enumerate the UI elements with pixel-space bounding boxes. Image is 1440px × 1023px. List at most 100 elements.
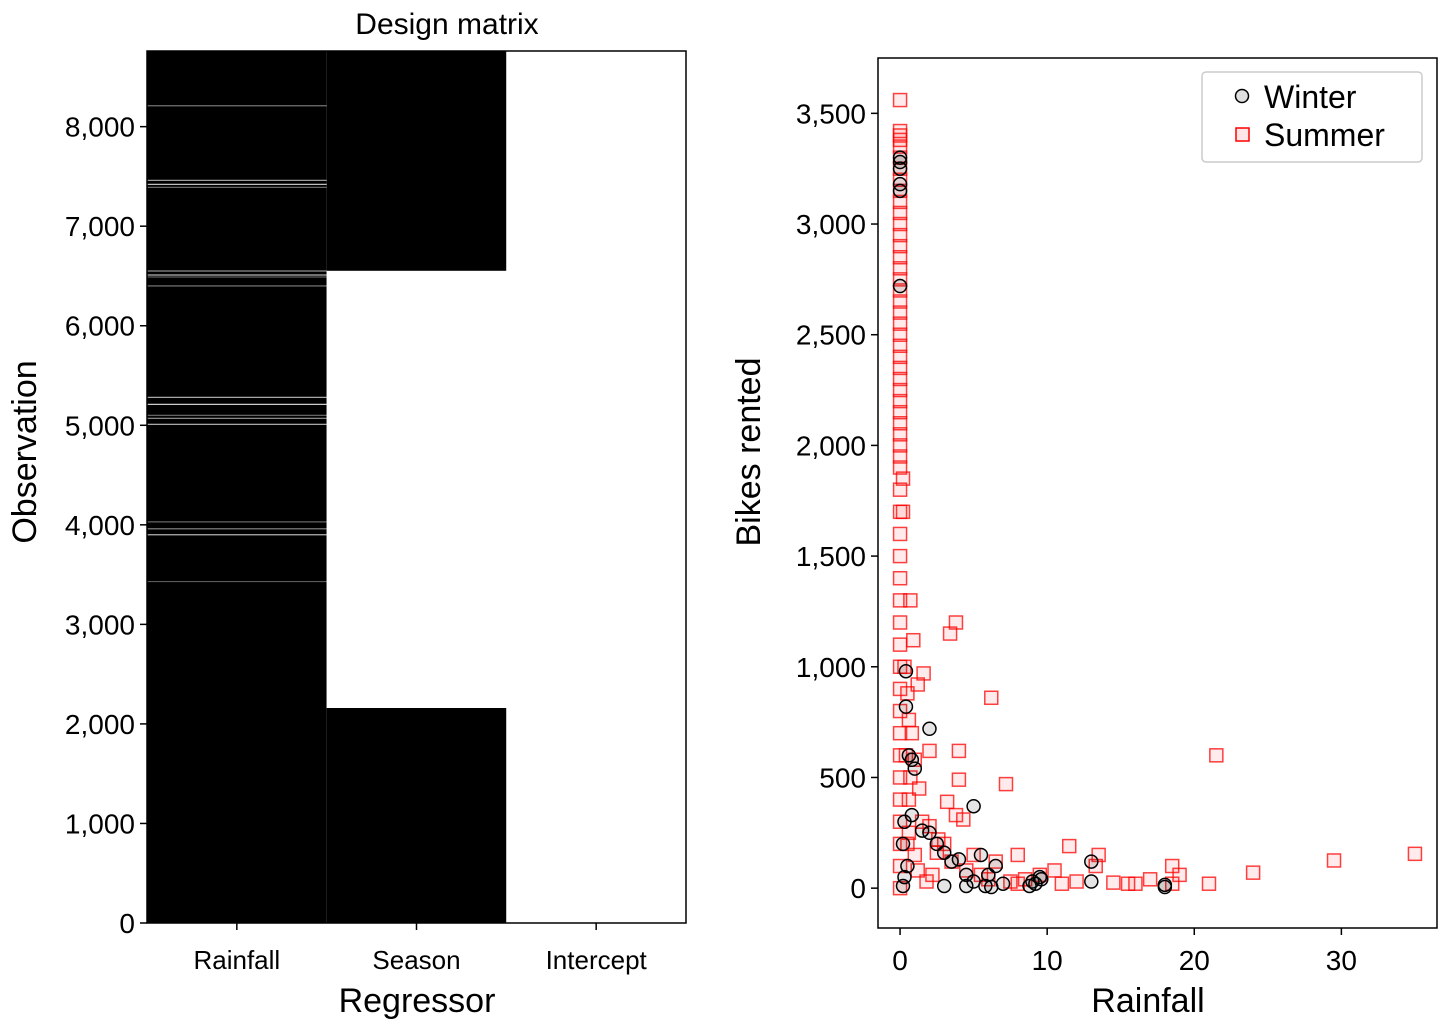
x-tick-label: Season bbox=[372, 945, 460, 975]
y-axis-ticks: 0 1,000 2,000 3,000 4,000 5,000 6,000 7,000 8,00… bbox=[65, 112, 147, 939]
scatter-point-winter bbox=[898, 663, 914, 679]
y-tick-label: 2,000 bbox=[65, 709, 135, 740]
scatter-point-summer bbox=[892, 382, 908, 398]
scatter-point-winter bbox=[892, 183, 908, 199]
scatter-point-summer bbox=[907, 847, 923, 863]
scatter-panel: 0 500 1,000 1,500 2,000 2,500 3,000 3,500 0 10 20… bbox=[730, 57, 1438, 1020]
scatter-point-summer bbox=[911, 781, 927, 796]
scatter-point-summer bbox=[1061, 838, 1077, 854]
scatter-point-winter bbox=[984, 879, 999, 895]
scatter-point-winter bbox=[959, 878, 974, 894]
scatter-point-summer bbox=[892, 139, 908, 154]
y-tick-label: 500 bbox=[819, 762, 866, 793]
scatter-point-winter bbox=[897, 869, 912, 885]
scatter-point-summer bbox=[951, 743, 967, 759]
x-tick-label: 30 bbox=[1326, 945, 1357, 976]
scatter-point-summer bbox=[892, 438, 908, 453]
legend: Winter Summer bbox=[1201, 71, 1423, 163]
rainfall-highlight-rows bbox=[147, 105, 327, 583]
scatter-point-summer bbox=[892, 205, 908, 221]
scatter-point-summer bbox=[900, 836, 915, 852]
scatter-point-summer bbox=[892, 615, 908, 630]
legend-box bbox=[1201, 71, 1423, 163]
design-matrix-panel: Design matrix 0 1,000 2,000 3,000 4,000 5,000… bbox=[6, 8, 687, 1020]
scatter-point-summer bbox=[892, 249, 908, 265]
scatter-point-summer bbox=[901, 712, 917, 728]
scatter-point-winter bbox=[895, 836, 911, 852]
y-tick-label: 3,000 bbox=[65, 609, 135, 640]
scatter-point-summer bbox=[892, 449, 908, 464]
scatter-point-summer bbox=[892, 814, 908, 829]
scatter-point-summer bbox=[892, 725, 908, 741]
y-axis-label: Observation bbox=[6, 360, 44, 543]
scatter-point-summer bbox=[892, 216, 908, 232]
matrix-cell-season-winter bbox=[326, 51, 507, 271]
x-axis-ticks: 0 10 20 30 bbox=[892, 928, 1357, 976]
y-tick-label: 1,000 bbox=[796, 652, 866, 683]
scatter-point-winter bbox=[966, 798, 981, 814]
matrix-column-rainfall bbox=[147, 51, 327, 923]
scatter-point-summer bbox=[916, 666, 931, 681]
matrix-cell-season-winter bbox=[326, 707, 507, 923]
plot-frame bbox=[877, 57, 1438, 929]
scatter-point-summer bbox=[1172, 867, 1187, 883]
scatter-point-winter bbox=[892, 150, 908, 165]
scatter-point-summer bbox=[998, 776, 1014, 792]
scatter-points bbox=[892, 92, 1423, 896]
scatter-point-summer bbox=[1010, 876, 1025, 891]
scatter-point-summer bbox=[892, 371, 908, 387]
scatter-point-summer bbox=[892, 194, 908, 210]
legend-marker-summer bbox=[1235, 127, 1250, 142]
scatter-point-summer bbox=[892, 416, 908, 431]
scatter-point-summer bbox=[948, 807, 964, 823]
scatter-point-summer bbox=[892, 548, 908, 564]
x-tick-label: 10 bbox=[1032, 945, 1063, 976]
scatter-point-summer bbox=[892, 349, 908, 365]
matrix-cells bbox=[147, 51, 686, 923]
scatter-point-summer bbox=[892, 792, 908, 807]
y-tick-label: 1,500 bbox=[796, 541, 866, 572]
scatter-point-summer bbox=[892, 283, 908, 298]
x-tick-label: Rainfall bbox=[193, 945, 280, 975]
scatter-point-summer bbox=[1201, 876, 1217, 891]
scatter-point-summer bbox=[1120, 876, 1136, 891]
y-tick-label: 0 bbox=[119, 908, 135, 939]
scatter-point-winter bbox=[995, 876, 1011, 891]
scatter-point-summer bbox=[895, 471, 911, 486]
y-tick-label: 6,000 bbox=[65, 311, 135, 342]
scatter-point-summer bbox=[892, 427, 908, 442]
scatter-point-winter bbox=[892, 278, 908, 294]
x-tick-label: 20 bbox=[1179, 945, 1210, 976]
x-axis-label: Rainfall bbox=[1091, 982, 1204, 1020]
scatter-point-summer bbox=[988, 854, 1003, 869]
x-axis-label: Regressor bbox=[339, 982, 496, 1020]
y-tick-label: 4,000 bbox=[65, 510, 135, 541]
scatter-point-winter bbox=[907, 761, 923, 776]
y-axis-label: Bikes rented bbox=[730, 358, 768, 547]
scatter-point-summer bbox=[906, 632, 921, 648]
scatter-point-winter bbox=[988, 858, 1003, 874]
scatter-point-winter bbox=[897, 814, 912, 829]
scatter-point-summer bbox=[892, 172, 908, 188]
scatter-point-summer bbox=[892, 316, 908, 331]
scatter-point-summer bbox=[892, 482, 908, 497]
scatter-point-summer bbox=[904, 725, 920, 741]
scatter-point-summer bbox=[1010, 847, 1025, 863]
scatter-point-summer bbox=[1245, 865, 1261, 880]
chart-title: Design matrix bbox=[355, 8, 538, 41]
scatter-point-winter bbox=[892, 161, 908, 176]
series-winter bbox=[892, 150, 1173, 895]
x-axis-ticks: Rainfall Season Intercept bbox=[193, 923, 648, 975]
scatter-point-summer bbox=[1164, 858, 1180, 874]
scatter-point-summer bbox=[903, 593, 918, 608]
scatter-point-summer bbox=[984, 690, 999, 706]
matrix-cell-season-summer bbox=[326, 270, 507, 708]
scatter-point-winter bbox=[898, 699, 914, 714]
x-tick-label: 0 bbox=[892, 945, 908, 976]
scatter-point-summer bbox=[892, 360, 908, 376]
scatter-point-summer bbox=[903, 770, 918, 785]
scatter-point-summer bbox=[901, 792, 917, 807]
scatter-point-winter bbox=[1034, 872, 1049, 887]
legend-label-summer: Summer bbox=[1264, 117, 1385, 153]
